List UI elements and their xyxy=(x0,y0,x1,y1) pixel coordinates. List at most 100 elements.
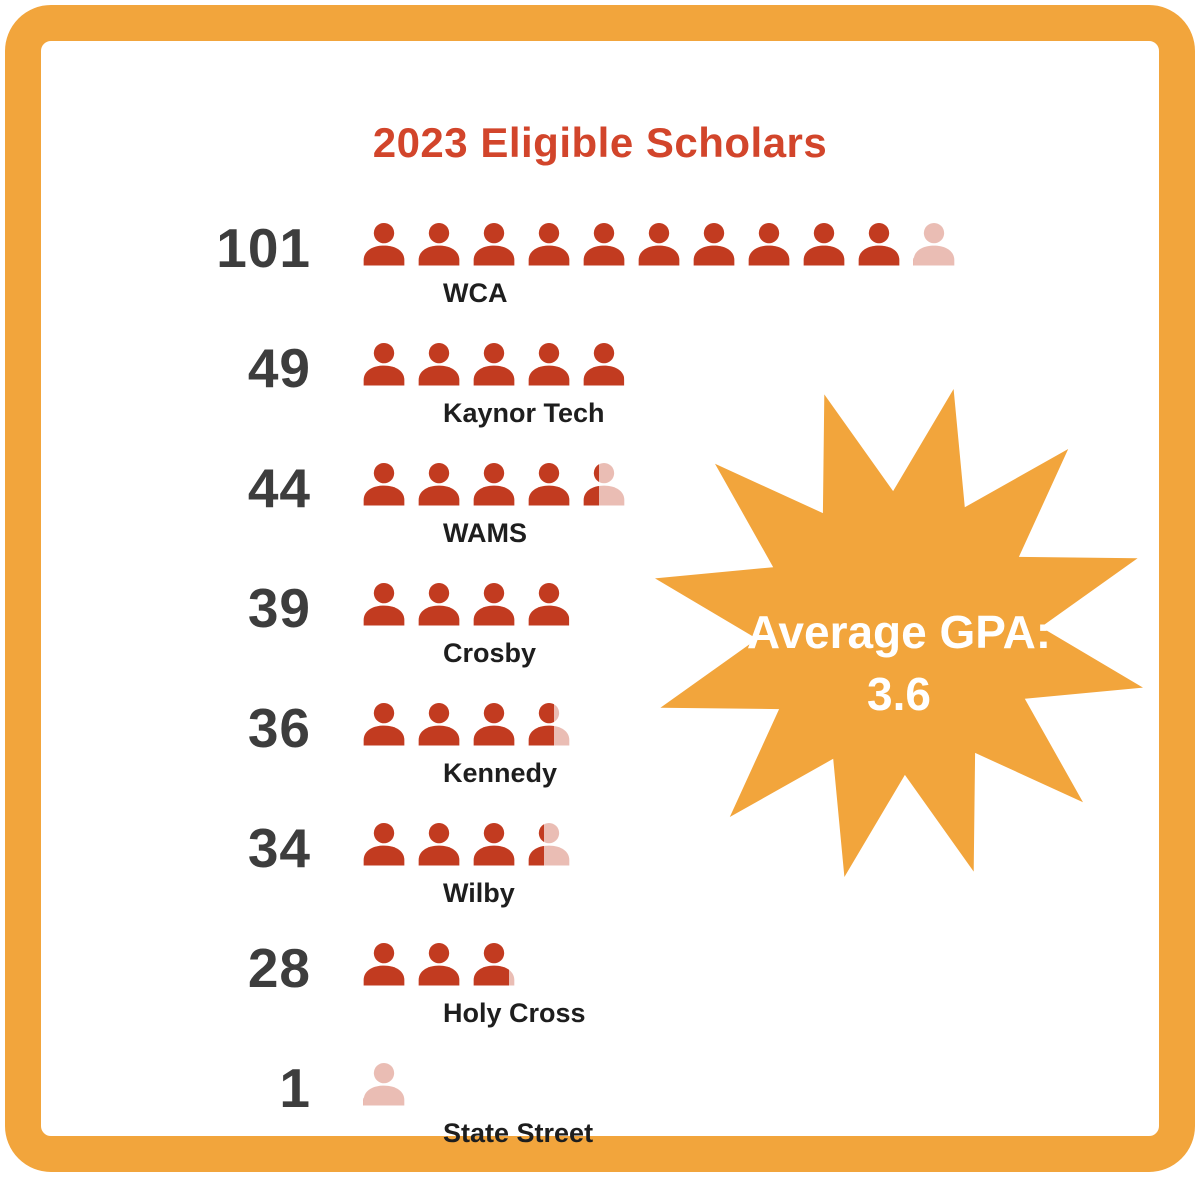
person-icon xyxy=(359,459,409,513)
pictogram-row: 101 WCA xyxy=(105,219,959,339)
person-icon xyxy=(414,339,464,393)
person-icon xyxy=(799,219,849,273)
row-icons-block: Kaynor Tech xyxy=(359,339,629,429)
row-icons xyxy=(359,819,574,873)
person-icon-glyph xyxy=(473,342,515,386)
person-icon-fill xyxy=(634,219,684,273)
person-icon-glyph xyxy=(748,222,790,266)
person-icon-fill xyxy=(469,219,519,273)
row-label: WCA xyxy=(443,278,508,308)
person-icon-fill xyxy=(414,699,464,753)
person-icon xyxy=(359,219,409,273)
pictogram-row: 49 Kaynor Tech xyxy=(105,339,959,459)
person-icon xyxy=(469,339,519,393)
person-icon-glyph xyxy=(528,342,570,386)
person-icon xyxy=(414,219,464,273)
person-icon-fill xyxy=(414,579,464,633)
row-icons-block: Wilby xyxy=(359,819,574,909)
row-value: 1 xyxy=(279,1057,311,1119)
person-icon-fill xyxy=(469,459,519,513)
person-icon-fill xyxy=(799,219,849,273)
gpa-badge-text: Average GPA: 3.6 xyxy=(639,601,1159,725)
person-icon xyxy=(744,219,794,273)
person-icon-fill xyxy=(524,699,554,753)
person-icon xyxy=(854,219,904,273)
person-icon xyxy=(359,579,409,633)
person-icon-glyph xyxy=(363,342,405,386)
row-value: 101 xyxy=(216,217,311,279)
person-icon-glyph xyxy=(528,462,570,506)
infographic-frame: 2023 Eligible Scholars 101 WCA 49 Kaynor Te… xyxy=(5,5,1195,1172)
person-icon-glyph xyxy=(418,702,460,746)
row-icons-block: Kennedy xyxy=(359,699,574,789)
person-icon-glyph xyxy=(363,582,405,626)
row-value: 28 xyxy=(247,937,311,999)
person-icon-glyph xyxy=(363,1062,405,1106)
person-icon xyxy=(359,699,409,753)
person-icon-glyph xyxy=(583,222,625,266)
person-icon-fill xyxy=(359,939,409,993)
person-icon-glyph xyxy=(528,824,544,866)
row-icons xyxy=(359,219,959,273)
pictogram-row: 39 Crosby xyxy=(105,579,959,699)
person-icon-fill xyxy=(469,699,519,753)
person-icon-fill xyxy=(469,939,509,993)
person-icon-fill xyxy=(689,219,739,273)
gpa-badge-line2: 3.6 xyxy=(867,668,931,720)
person-icon-fill xyxy=(359,579,409,633)
person-icon-glyph xyxy=(913,222,955,266)
person-icon xyxy=(524,339,574,393)
person-icon-glyph xyxy=(363,702,405,746)
row-icons-block: Crosby xyxy=(359,579,574,669)
person-icon xyxy=(469,699,519,753)
person-icon-glyph xyxy=(803,222,845,266)
person-icon-glyph xyxy=(583,342,624,386)
row-icons-block: WAMS xyxy=(359,459,629,549)
person-icon-fill xyxy=(414,219,464,273)
pictogram-row: 36 Kennedy xyxy=(105,699,959,819)
person-icon-fill xyxy=(469,339,519,393)
person-icon-fill xyxy=(414,459,464,513)
person-icon-fill xyxy=(854,219,904,273)
row-icons xyxy=(359,939,586,993)
row-icons xyxy=(359,1059,593,1113)
person-icon xyxy=(579,339,629,393)
person-icon-fill xyxy=(909,219,914,273)
person-icon xyxy=(579,219,629,273)
person-icon xyxy=(414,459,464,513)
person-icon-glyph xyxy=(418,342,460,386)
pictogram-row: 44 WAMS xyxy=(105,459,959,579)
person-icon-glyph xyxy=(418,822,460,866)
person-icon-glyph xyxy=(418,462,460,506)
person-icon xyxy=(359,819,409,873)
person-icon xyxy=(469,939,519,993)
person-icon-glyph xyxy=(363,1097,364,1106)
person-icon-fill xyxy=(579,219,629,273)
person-icon-fill xyxy=(469,579,519,633)
row-icons xyxy=(359,339,629,393)
row-label: Kaynor Tech xyxy=(443,398,605,428)
person-icon-fill xyxy=(524,579,569,633)
person-icon xyxy=(469,219,519,273)
person-icon xyxy=(524,699,574,753)
person-icon-glyph xyxy=(858,222,900,266)
person-icon-fill xyxy=(414,339,464,393)
person-icon-glyph xyxy=(528,582,569,626)
row-value: 39 xyxy=(247,577,311,639)
person-icon-glyph xyxy=(363,822,405,866)
row-icons-block: State Street xyxy=(359,1059,593,1149)
person-icon xyxy=(524,579,574,633)
person-icon-fill xyxy=(469,819,519,873)
person-icon xyxy=(414,819,464,873)
person-icon-glyph xyxy=(473,702,515,746)
person-icon-glyph xyxy=(638,222,680,266)
person-icon-glyph xyxy=(363,222,405,266)
row-icons xyxy=(359,459,629,513)
row-label: State Street xyxy=(443,1118,594,1148)
person-icon-glyph xyxy=(418,222,460,266)
row-icons xyxy=(359,699,574,753)
row-icons-block: WCA xyxy=(359,219,959,309)
person-icon xyxy=(634,219,684,273)
person-icon-fill xyxy=(744,219,794,273)
